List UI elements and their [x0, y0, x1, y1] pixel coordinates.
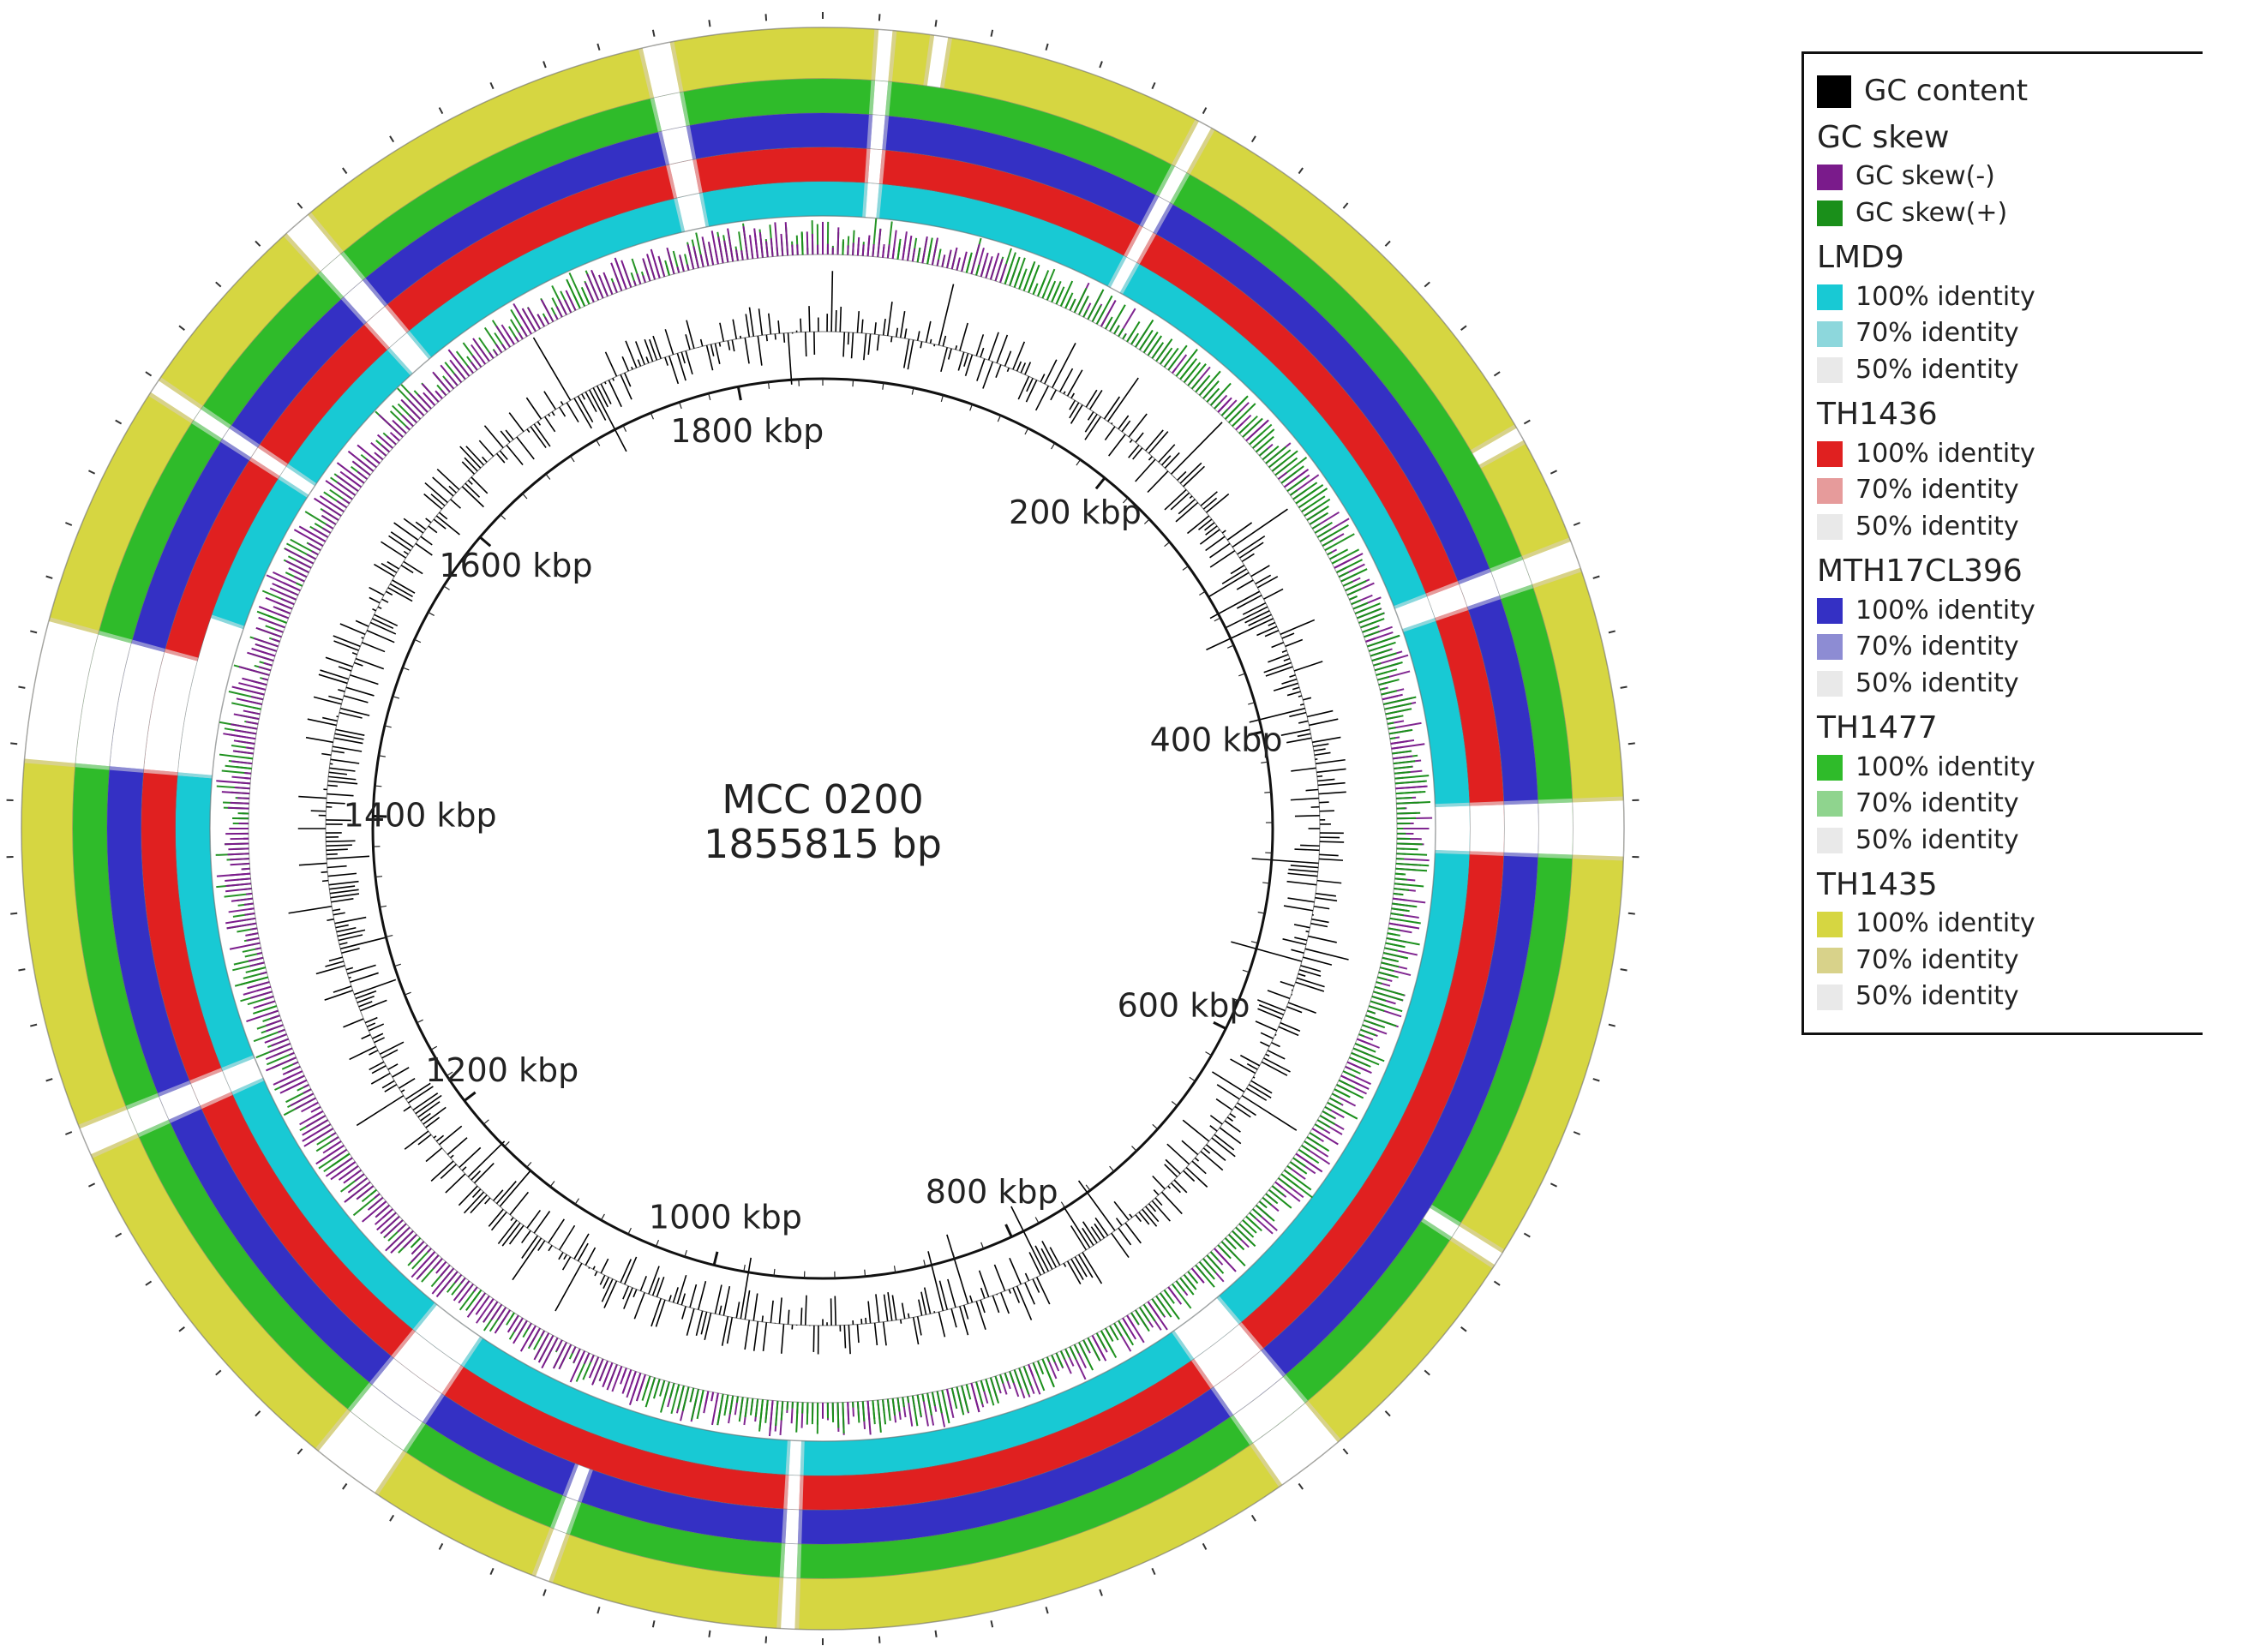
legend-gc-content: GC content	[1817, 71, 2194, 111]
legend-identity-row: 70% identity	[1817, 472, 2194, 509]
swatch-icon	[1817, 478, 1843, 504]
legend-text: 100% identity	[1855, 283, 2035, 313]
legend-identity-row: 50% identity	[1817, 979, 2194, 1015]
swatch-icon	[1817, 671, 1843, 697]
center-subtitle: 1855815 bp	[704, 821, 942, 867]
legend-gc-skew-header: GC skew	[1817, 111, 2194, 159]
legend-text: 100% identity	[1855, 596, 2035, 626]
swatch-icon	[1817, 598, 1843, 624]
legend-panel: GC content GC skew GC skew(-) GC skew(+)…	[1801, 51, 2203, 1035]
swatch-icon	[1817, 357, 1843, 383]
swatch-icon	[1817, 828, 1843, 853]
legend-text: 50% identity	[1855, 826, 2019, 856]
legend-gc-skew-pos: GC skew(+)	[1817, 195, 2194, 232]
swatch-gc-content	[1817, 75, 1851, 108]
legend-identity-row: 100% identity	[1817, 436, 2194, 473]
legend-group-header: TH1477	[1817, 702, 2194, 749]
legend-identity-row: 50% identity	[1817, 509, 2194, 546]
tick-label: 1600 kbp	[439, 547, 592, 584]
legend-text: 50% identity	[1855, 512, 2019, 542]
legend-text: 70% identity	[1855, 476, 2019, 506]
legend-text: 70% identity	[1855, 632, 2019, 662]
legend-gc-skew-neg: GC skew(-)	[1817, 159, 2194, 195]
legend-identity-row: 100% identity	[1817, 906, 2194, 943]
legend-text: GC skew(+)	[1855, 199, 2007, 229]
legend-text: 100% identity	[1855, 909, 2035, 939]
legend-text: GC skew(-)	[1855, 162, 1995, 192]
tick-label: 1400 kbp	[344, 797, 497, 835]
legend-text: 100% identity	[1855, 440, 2035, 470]
tick-label: 1200 kbp	[425, 1051, 578, 1089]
legend-text: 50% identity	[1855, 669, 2019, 699]
legend-identity-row: 50% identity	[1817, 666, 2194, 703]
legend-identity-row: 100% identity	[1817, 593, 2194, 630]
swatch-icon	[1817, 948, 1843, 973]
center-title: MCC 0200	[722, 776, 924, 823]
legend-text: 50% identity	[1855, 356, 2019, 386]
tick-label: 400 kbp	[1150, 721, 1283, 759]
legend-identity-row: 70% identity	[1817, 315, 2194, 352]
legend-identity-row: 70% identity	[1817, 629, 2194, 666]
swatch-icon	[1817, 284, 1843, 310]
center-label: MCC 02001855815 bp	[704, 776, 942, 867]
legend-text: 70% identity	[1855, 789, 2019, 819]
legend-group-header: TH1435	[1817, 859, 2194, 906]
swatch-icon	[1817, 912, 1843, 937]
tick-label: 200 kbp	[1009, 494, 1142, 531]
swatch-icon	[1817, 985, 1843, 1010]
legend-identity-row: 70% identity	[1817, 943, 2194, 979]
swatch-gc-skew-neg	[1817, 165, 1843, 190]
swatch-gc-skew-pos	[1817, 201, 1843, 226]
swatch-icon	[1817, 755, 1843, 781]
swatch-icon	[1817, 514, 1843, 540]
tick-label: 1800 kbp	[670, 412, 824, 450]
legend-group-header: MTH17CL396	[1817, 545, 2194, 592]
swatch-icon	[1817, 441, 1843, 467]
legend-group-header: LMD9	[1817, 231, 2194, 278]
legend-group-header: TH1436	[1817, 388, 2194, 435]
legend-identity-row: 100% identity	[1817, 750, 2194, 787]
legend-identity-row: 100% identity	[1817, 279, 2194, 316]
legend-identity-row: 50% identity	[1817, 352, 2194, 389]
swatch-icon	[1817, 321, 1843, 347]
swatch-icon	[1817, 634, 1843, 660]
legend-text: 50% identity	[1855, 982, 2019, 1012]
figure-stage: 200 kbp 400 kbp 600 kbp 800 kbp 1000 kbp 1200…	[0, 0, 2254, 1652]
legend-text: GC content	[1864, 75, 2028, 108]
tick-label: 1000 kbp	[649, 1199, 802, 1236]
tick-label: 800 kbp	[926, 1173, 1058, 1211]
tick-label: 600 kbp	[1118, 986, 1250, 1024]
legend-identity-row: 50% identity	[1817, 823, 2194, 859]
legend-text: 70% identity	[1855, 319, 2019, 349]
swatch-icon	[1817, 791, 1843, 817]
legend-identity-row: 70% identity	[1817, 786, 2194, 823]
legend-text: 70% identity	[1855, 946, 2019, 976]
legend-text: 100% identity	[1855, 753, 2035, 783]
